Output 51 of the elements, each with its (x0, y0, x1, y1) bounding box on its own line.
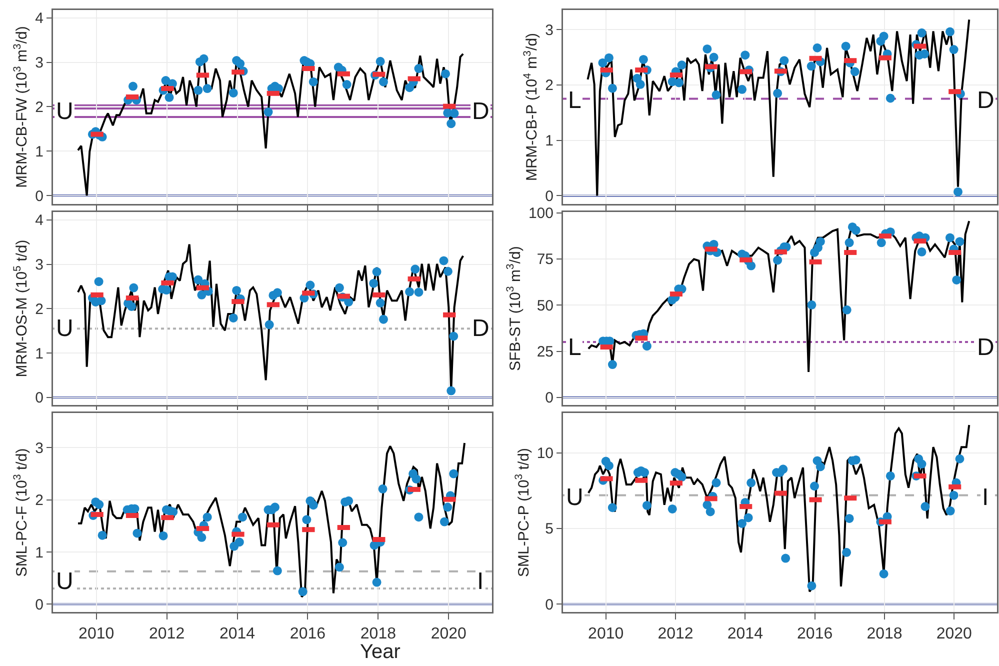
y-tick-label: 1 (35, 544, 44, 562)
y-tick-label: 10 (536, 445, 554, 462)
y-tick-label: 0 (545, 596, 554, 614)
x-tick-label: 2012 (149, 626, 185, 643)
y-tick-label: 3 (35, 440, 44, 457)
y-tick-label: 0 (545, 188, 554, 205)
annotation: U (56, 98, 74, 125)
annotation: U (56, 315, 74, 342)
y-tick-label: 100 (528, 205, 554, 222)
y-tick-label: 1 (545, 132, 554, 150)
x-tick-label: 2014 (727, 626, 764, 643)
y-tick-label: 2 (35, 300, 44, 318)
y-tick-label: 0 (35, 390, 44, 407)
annotation: D (977, 87, 994, 114)
y-tick-label: 1 (35, 345, 44, 362)
y-tick-label: 3 (35, 256, 44, 274)
annotation: U (56, 568, 74, 595)
annotation: L (568, 87, 582, 114)
y-tick-label: 25 (536, 344, 554, 361)
y-tick-label: 0 (35, 188, 44, 205)
y-tick-label: 50 (536, 297, 554, 314)
y-tick-label: 2 (35, 98, 44, 116)
x-tick-label: 2012 (658, 626, 694, 643)
y-tick-label: 2 (545, 77, 554, 94)
x-tick-label: 2020 (936, 626, 972, 643)
y-tick-label: 0 (545, 390, 554, 407)
y-tick-label: 1 (35, 143, 44, 160)
x-tick-label: 2010 (588, 626, 624, 643)
y-tick-label: 4 (35, 212, 44, 230)
annotation: D (472, 315, 490, 342)
y-tick-label: 2 (35, 492, 44, 510)
y-tick-label: 3 (35, 54, 44, 72)
x-tick-label: 2018 (866, 626, 902, 643)
y-tick-label: 75 (536, 251, 554, 268)
y-tick-label: 3 (545, 22, 554, 39)
x-axis-title: Year (360, 641, 400, 664)
x-tick-label: 2010 (78, 626, 114, 643)
y-tick-label: 0 (35, 596, 44, 614)
x-tick-label: 2014 (219, 626, 256, 643)
y-tick-label: 5 (545, 520, 554, 538)
y-tick-label: 4 (35, 10, 44, 28)
annotation: D (472, 98, 490, 125)
annotation: L (568, 334, 582, 361)
annotation: I (477, 568, 484, 595)
annotation: I (982, 484, 989, 511)
x-tick-label: 2016 (797, 626, 833, 643)
x-tick-label: 2020 (430, 626, 467, 643)
annotation: D (977, 334, 994, 361)
x-tick-label: 2016 (290, 626, 326, 643)
x-tick-label: 2018 (360, 626, 396, 643)
annotation: U (566, 484, 584, 511)
